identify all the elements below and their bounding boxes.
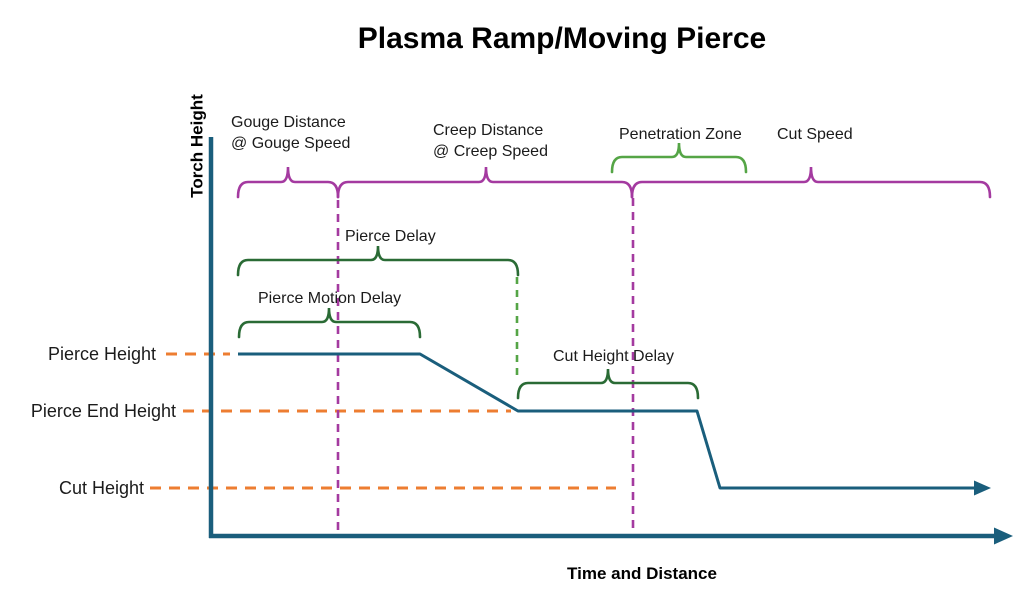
cut-speed-label: Cut Speed — [777, 126, 853, 143]
y-axis-label: Torch Height — [187, 94, 207, 198]
cut-speed-brace — [630, 166, 992, 199]
pierce-delay-brace — [236, 245, 520, 277]
pierce-delay-label: Pierce Delay — [345, 228, 436, 245]
diagram-title: Plasma Ramp/Moving Pierce — [357, 22, 767, 55]
x-axis-label: Time and Distance — [567, 564, 717, 583]
creep-distance-label: Creep Distance @ Creep Speed — [433, 120, 548, 162]
penetration-zone-brace — [610, 142, 748, 174]
creep-distance-brace — [336, 166, 634, 199]
penetration-zone-label: Penetration Zone — [619, 126, 742, 143]
pierce-end-height-label: Pierce End Height — [30, 401, 176, 421]
cut-height-delay-label: Cut Height Delay — [553, 348, 674, 365]
pierce-height-label: Pierce Height — [47, 344, 156, 364]
gouge-distance-label-line1: Gouge Distance — [231, 114, 346, 131]
gouge-distance-brace — [236, 166, 340, 199]
x-axis-arrowhead — [994, 527, 1013, 545]
cut-height-delay-brace — [516, 368, 700, 400]
torch-profile-arrowhead — [974, 480, 991, 496]
creep-distance-label-line1: Creep Distance — [433, 122, 544, 139]
cut-height-label: Cut Height — [58, 478, 144, 498]
torch-profile-line — [238, 352, 978, 490]
creep-distance-label-line2: @ Creep Speed — [433, 143, 548, 160]
gouge-distance-label-line2: @ Gouge Speed — [231, 135, 351, 152]
pierce-motion-delay-brace — [237, 307, 422, 339]
gouge-distance-label: Gouge Distance @ Gouge Speed — [231, 112, 350, 154]
pierce-motion-delay-label: Pierce Motion Delay — [258, 290, 402, 307]
